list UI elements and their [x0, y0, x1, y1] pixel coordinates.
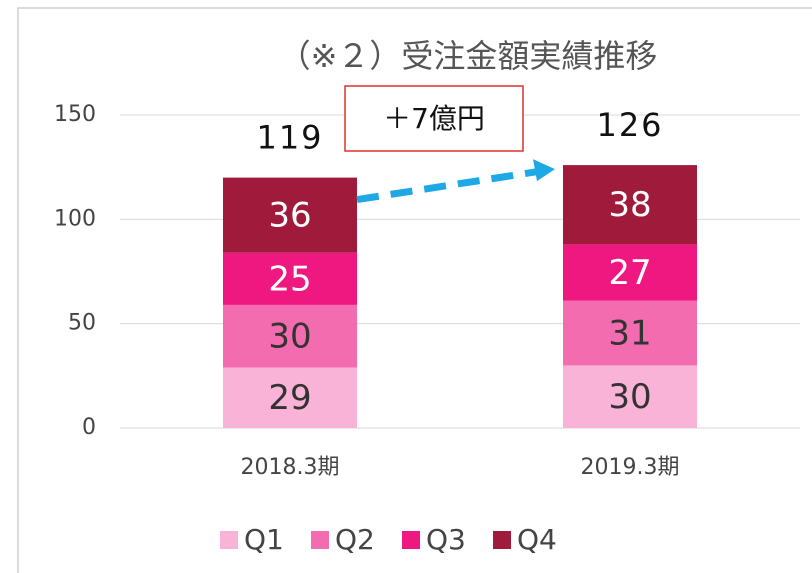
bar-segment — [223, 304, 357, 368]
chart-title: （※２）受注金額実績推移 — [279, 37, 658, 75]
legend-label: Q4 — [517, 523, 557, 556]
value-label: 25 — [268, 259, 311, 299]
value-label: 29 — [268, 378, 311, 418]
arrow-line — [356, 167, 542, 204]
value-label: 38 — [608, 185, 651, 225]
value-label: 27 — [608, 253, 651, 293]
bar-segment — [563, 300, 697, 366]
bar-segment — [563, 165, 697, 245]
legend-swatch — [402, 531, 420, 549]
value-label: 30 — [608, 377, 651, 417]
legend-swatch — [493, 531, 511, 549]
x-tick-label: 2018.3期 — [241, 455, 340, 480]
legend-swatch — [220, 531, 238, 549]
total-label: 126 — [596, 106, 663, 144]
total-label: 119 — [256, 119, 323, 157]
bar-segment — [223, 177, 357, 253]
x-tick-label: 2019.3期 — [581, 455, 680, 480]
y-tick-label: 0 — [82, 415, 96, 440]
y-tick-label: 150 — [54, 102, 96, 127]
arrow-head — [533, 159, 555, 182]
legend-label: Q3 — [426, 523, 466, 556]
legend-swatch — [311, 531, 329, 549]
bar-segment — [223, 367, 357, 428]
legend-label: Q1 — [244, 523, 284, 556]
value-label: 31 — [608, 314, 651, 354]
value-label: 30 — [268, 317, 311, 357]
bar-segment — [563, 365, 697, 428]
legend-label: Q2 — [335, 523, 375, 556]
y-tick-label: 100 — [54, 206, 96, 231]
value-label: 36 — [268, 196, 311, 236]
annotation-box — [344, 85, 524, 152]
bar-segment — [223, 252, 357, 305]
y-tick-label: 50 — [68, 311, 96, 336]
bar-segment — [563, 244, 697, 301]
annotation: ＋7億円 — [383, 102, 485, 135]
